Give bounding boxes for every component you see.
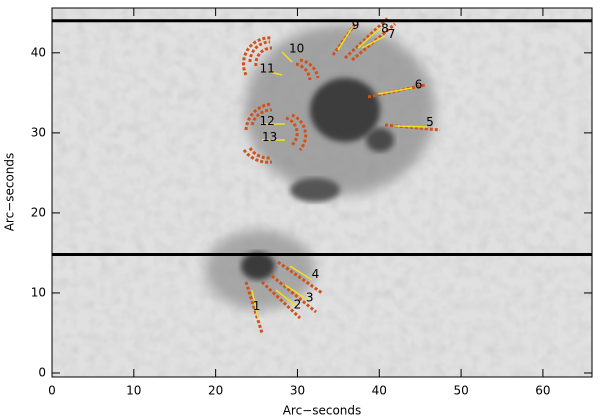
x-tick-label: 50: [453, 384, 468, 398]
x-tick-label: 20: [208, 384, 223, 398]
slit-label: 3: [306, 290, 314, 304]
y-axis-label: Arc−seconds: [3, 153, 17, 232]
x-tick-label: 40: [372, 384, 387, 398]
slit-label: 7: [388, 27, 396, 41]
y-tick-label: 10: [31, 285, 46, 299]
x-tick-label: 60: [535, 384, 550, 398]
y-tick-label: 30: [31, 125, 46, 139]
slit-label: 13: [262, 130, 277, 144]
slit-label: 11: [260, 61, 275, 75]
slit-label: 9: [352, 18, 360, 32]
y-tick-label: 40: [31, 45, 46, 59]
slit-label: 8: [381, 21, 389, 35]
x-tick-label: 10: [126, 384, 141, 398]
slit-label: 12: [260, 114, 275, 128]
y-tick-label: 20: [31, 205, 46, 219]
slit-label: 1: [253, 299, 261, 313]
slit-label: 10: [289, 41, 304, 55]
slit-label: 4: [312, 267, 320, 281]
y-tick-label: 0: [38, 365, 46, 379]
plot-frame: [51, 7, 593, 378]
x-axis-label: Arc−seconds: [283, 404, 362, 418]
slit-label: 2: [294, 297, 302, 311]
x-tick-label: 0: [48, 384, 56, 398]
x-tick-label: 30: [290, 384, 305, 398]
slit-label: 6: [415, 77, 423, 91]
slit-label: 5: [426, 115, 434, 129]
solar-image: [52, 8, 592, 377]
